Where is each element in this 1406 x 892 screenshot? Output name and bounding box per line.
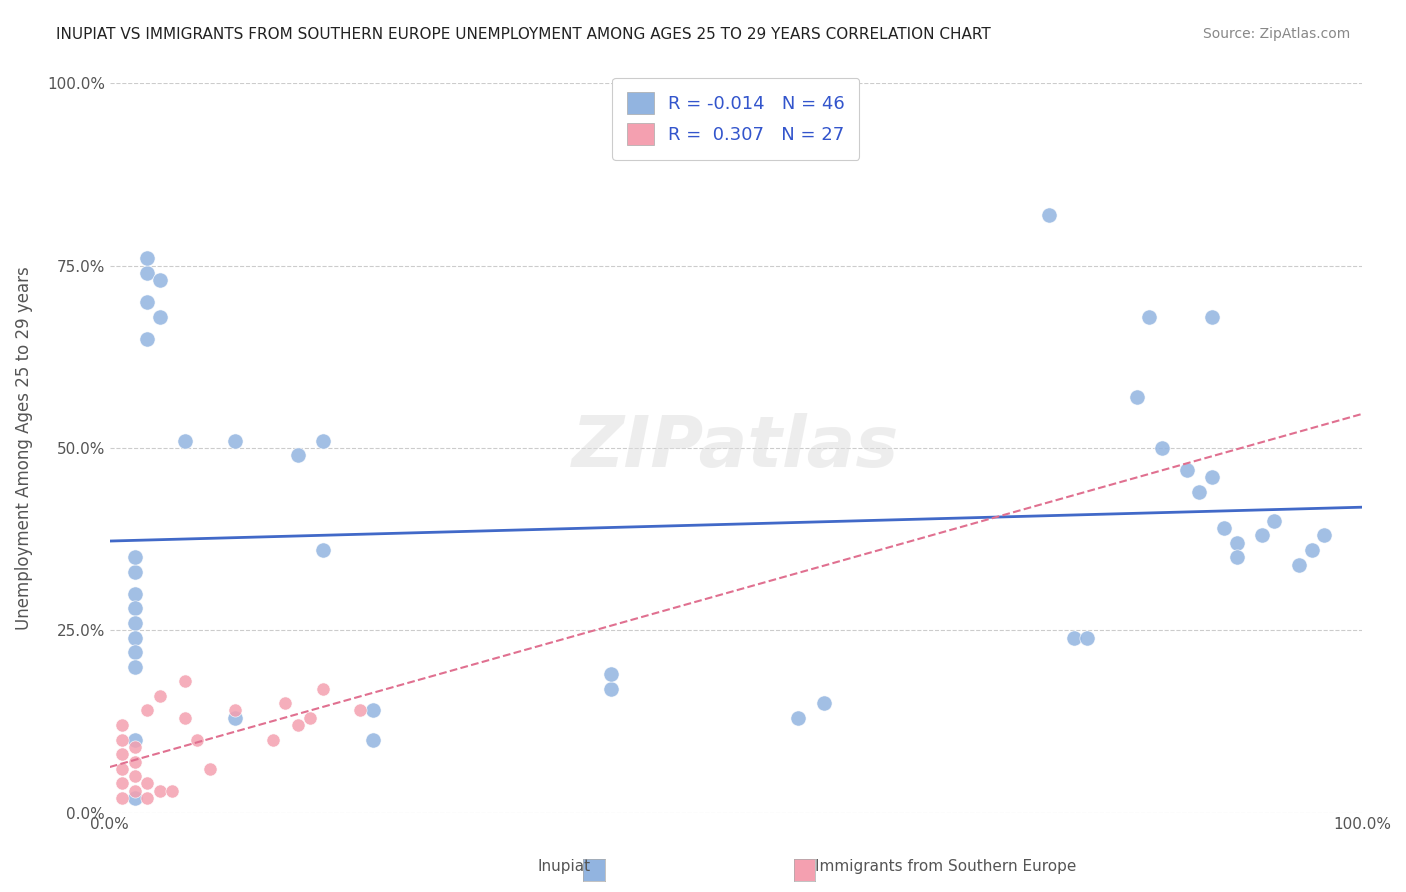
Legend: R = -0.014   N = 46, R =  0.307   N = 27: R = -0.014 N = 46, R = 0.307 N = 27 [612, 78, 859, 160]
Point [136, 295, 159, 310]
Point [111, 747, 134, 762]
Point [1226, 535, 1249, 549]
Point [136, 266, 159, 280]
Point [1201, 470, 1223, 484]
Point [1288, 558, 1310, 572]
Point [186, 732, 208, 747]
Point [173, 434, 195, 448]
Point [224, 711, 246, 725]
Point [136, 252, 159, 266]
Point [111, 776, 134, 790]
Point [1076, 631, 1098, 645]
Point [173, 674, 195, 689]
Point [1038, 208, 1060, 222]
Text: INUPIAT VS IMMIGRANTS FROM SOUTHERN EUROPE UNEMPLOYMENT AMONG AGES 25 TO 29 YEAR: INUPIAT VS IMMIGRANTS FROM SOUTHERN EURO… [56, 27, 991, 42]
Point [136, 776, 159, 790]
Point [361, 703, 384, 717]
Point [1313, 528, 1336, 542]
Point [311, 543, 333, 558]
Point [149, 689, 172, 703]
Point [311, 681, 333, 696]
Point [1188, 484, 1211, 499]
Point [124, 791, 146, 805]
Point [274, 696, 297, 710]
Point [287, 718, 309, 732]
Point [124, 645, 146, 659]
Point [124, 601, 146, 615]
Point [136, 703, 159, 717]
Point [111, 791, 134, 805]
Point [198, 762, 221, 776]
Point [162, 783, 184, 797]
Point [124, 550, 146, 565]
Point [599, 681, 621, 696]
Point [124, 755, 146, 769]
Y-axis label: Unemployment Among Ages 25 to 29 years: Unemployment Among Ages 25 to 29 years [15, 266, 32, 630]
Point [1175, 463, 1198, 477]
Text: Source: ZipAtlas.com: Source: ZipAtlas.com [1202, 27, 1350, 41]
Point [124, 783, 146, 797]
Point [111, 732, 134, 747]
Point [124, 659, 146, 673]
Point [1063, 631, 1085, 645]
Point [599, 667, 621, 681]
Point [1226, 550, 1249, 565]
Point [787, 711, 810, 725]
Text: Inupiat: Inupiat [537, 859, 591, 874]
Point [124, 587, 146, 601]
Point [311, 434, 333, 448]
Point [1263, 514, 1285, 528]
Point [262, 732, 284, 747]
Point [1150, 441, 1173, 455]
Point [149, 783, 172, 797]
Point [124, 769, 146, 783]
Point [349, 703, 371, 717]
Text: Immigrants from Southern Europe: Immigrants from Southern Europe [815, 859, 1077, 874]
Point [299, 711, 322, 725]
Point [111, 718, 134, 732]
Point [136, 332, 159, 346]
Point [1301, 543, 1323, 558]
Point [813, 696, 835, 710]
Point [124, 565, 146, 579]
Point [1137, 310, 1160, 324]
Point [111, 762, 134, 776]
Point [136, 791, 159, 805]
Point [124, 615, 146, 630]
Text: ZIPatlas: ZIPatlas [572, 414, 900, 483]
Point [124, 739, 146, 754]
Point [224, 703, 246, 717]
Point [224, 434, 246, 448]
Point [1125, 390, 1147, 404]
Point [1250, 528, 1272, 542]
Point [149, 310, 172, 324]
Point [1213, 521, 1236, 535]
Point [173, 711, 195, 725]
Point [124, 732, 146, 747]
Point [149, 273, 172, 287]
Point [287, 448, 309, 462]
Point [124, 631, 146, 645]
Point [361, 732, 384, 747]
Point [1201, 310, 1223, 324]
